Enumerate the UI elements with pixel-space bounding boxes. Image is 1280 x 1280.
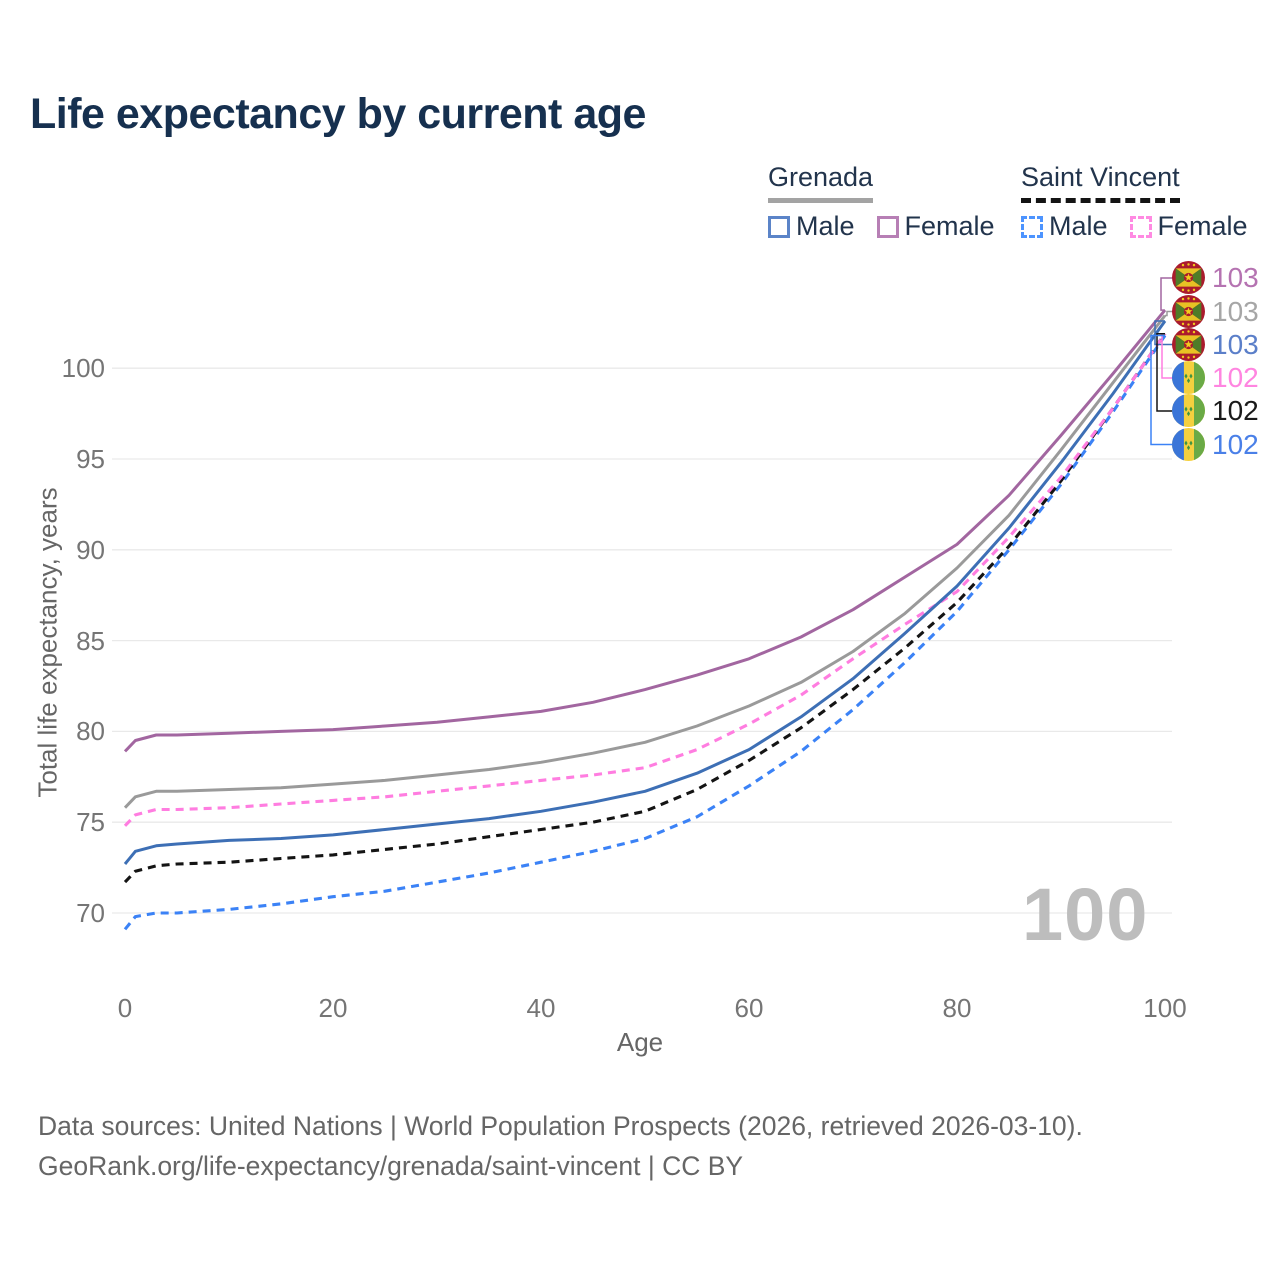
end-label-value: 103 bbox=[1212, 261, 1259, 293]
end-label-connector bbox=[1150, 334, 1173, 446]
y-tick-80: 80 bbox=[76, 716, 105, 746]
legend-label-saint-vincent-female: Female bbox=[1157, 211, 1248, 241]
x-tick-80: 80 bbox=[942, 993, 972, 1023]
grenada-flag-icon bbox=[1172, 295, 1205, 328]
footer: Data sources: United Nations | World Pop… bbox=[38, 1106, 1083, 1186]
end-label-row-grenada-male: 103 bbox=[1172, 328, 1259, 361]
legend-label-grenada-male: Male bbox=[796, 211, 855, 241]
end-label-row-saint-vincent-female: 102 bbox=[1172, 361, 1259, 394]
y-tick-85: 85 bbox=[76, 626, 105, 656]
series-line-grenada-female bbox=[123, 309, 1167, 753]
end-label-row-grenada-female: 103 bbox=[1172, 261, 1259, 294]
grenada-female-swatch bbox=[876, 215, 899, 238]
legend-item-saint-vincent-male[interactable]: Male bbox=[1021, 211, 1108, 242]
legend-country-grenada[interactable]: Grenada bbox=[768, 162, 874, 203]
footer-attribution-link[interactable]: GeoRank.org/life-expectancy/grenada/sain… bbox=[38, 1151, 744, 1181]
legend-item-grenada-male[interactable]: Male bbox=[768, 211, 855, 242]
footer-data-sources: Data sources: United Nations | World Pop… bbox=[38, 1111, 1083, 1141]
legend-item-grenada-female[interactable]: Female bbox=[876, 211, 995, 242]
end-label-row-saint-vincent-male: 102 bbox=[1172, 428, 1259, 461]
legend-items-saint-vincent: Male Female bbox=[1021, 211, 1248, 242]
y-tick-100: 100 bbox=[61, 353, 105, 383]
legend-country-saint-vincent[interactable]: Saint Vincent bbox=[1021, 162, 1180, 203]
legend-items-grenada: Male Female bbox=[768, 211, 995, 242]
watermark-age-100: 100 bbox=[1022, 873, 1149, 956]
grenada-flag-icon bbox=[1172, 261, 1205, 294]
legend-group-grenada: Grenada Male Female bbox=[768, 162, 995, 242]
series-line-grenada-both-sexes bbox=[123, 314, 1167, 809]
y-tick-90: 90 bbox=[76, 535, 105, 565]
page-title: Life expectancy by current age bbox=[30, 90, 646, 138]
saint-vincent-flag-icon bbox=[1172, 361, 1205, 394]
saint-vincent-flag-icon bbox=[1172, 428, 1205, 461]
end-label-value: 102 bbox=[1212, 361, 1259, 393]
x-tick-0: 0 bbox=[117, 993, 133, 1023]
end-label-value: 102 bbox=[1212, 394, 1259, 426]
x-tick-60: 60 bbox=[734, 993, 764, 1023]
end-label-value: 103 bbox=[1212, 328, 1259, 360]
y-tick-75: 75 bbox=[76, 807, 105, 837]
end-label-connector bbox=[1156, 332, 1173, 412]
x-tick-100: 100 bbox=[1143, 993, 1187, 1023]
saint-vincent-male-swatch bbox=[1021, 215, 1043, 238]
saint-vincent-flag-icon bbox=[1172, 394, 1205, 427]
grenada-flag-icon bbox=[1172, 328, 1205, 361]
legend-item-saint-vincent-female[interactable]: Female bbox=[1129, 211, 1248, 242]
grenada-male-swatch bbox=[768, 215, 790, 238]
end-label-connector bbox=[1154, 320, 1173, 346]
series-line-saint-vincent-female bbox=[123, 332, 1167, 827]
series-line-saint-vincent-both-sexes bbox=[123, 332, 1167, 884]
y-tick-95: 95 bbox=[76, 444, 105, 474]
x-tick-20: 20 bbox=[318, 993, 348, 1023]
y-tick-70: 70 bbox=[76, 898, 105, 928]
legend-label-grenada-female: Female bbox=[904, 211, 995, 241]
end-label-row-saint-vincent-total: 102 bbox=[1172, 394, 1259, 427]
end-label-value: 103 bbox=[1212, 295, 1259, 327]
x-axis-title: Age bbox=[616, 1027, 664, 1057]
end-label-value: 102 bbox=[1212, 428, 1259, 460]
series-line-saint-vincent-male bbox=[123, 334, 1167, 931]
saint-vincent-female-swatch bbox=[1129, 215, 1152, 238]
legend-group-saint-vincent: Saint Vincent Male Female bbox=[1021, 162, 1248, 242]
x-tick-40: 40 bbox=[526, 993, 556, 1023]
end-label-row-grenada-total: 103 bbox=[1172, 295, 1259, 328]
legend-label-saint-vincent-male: Male bbox=[1049, 211, 1108, 241]
series-line-grenada-male bbox=[123, 320, 1167, 865]
